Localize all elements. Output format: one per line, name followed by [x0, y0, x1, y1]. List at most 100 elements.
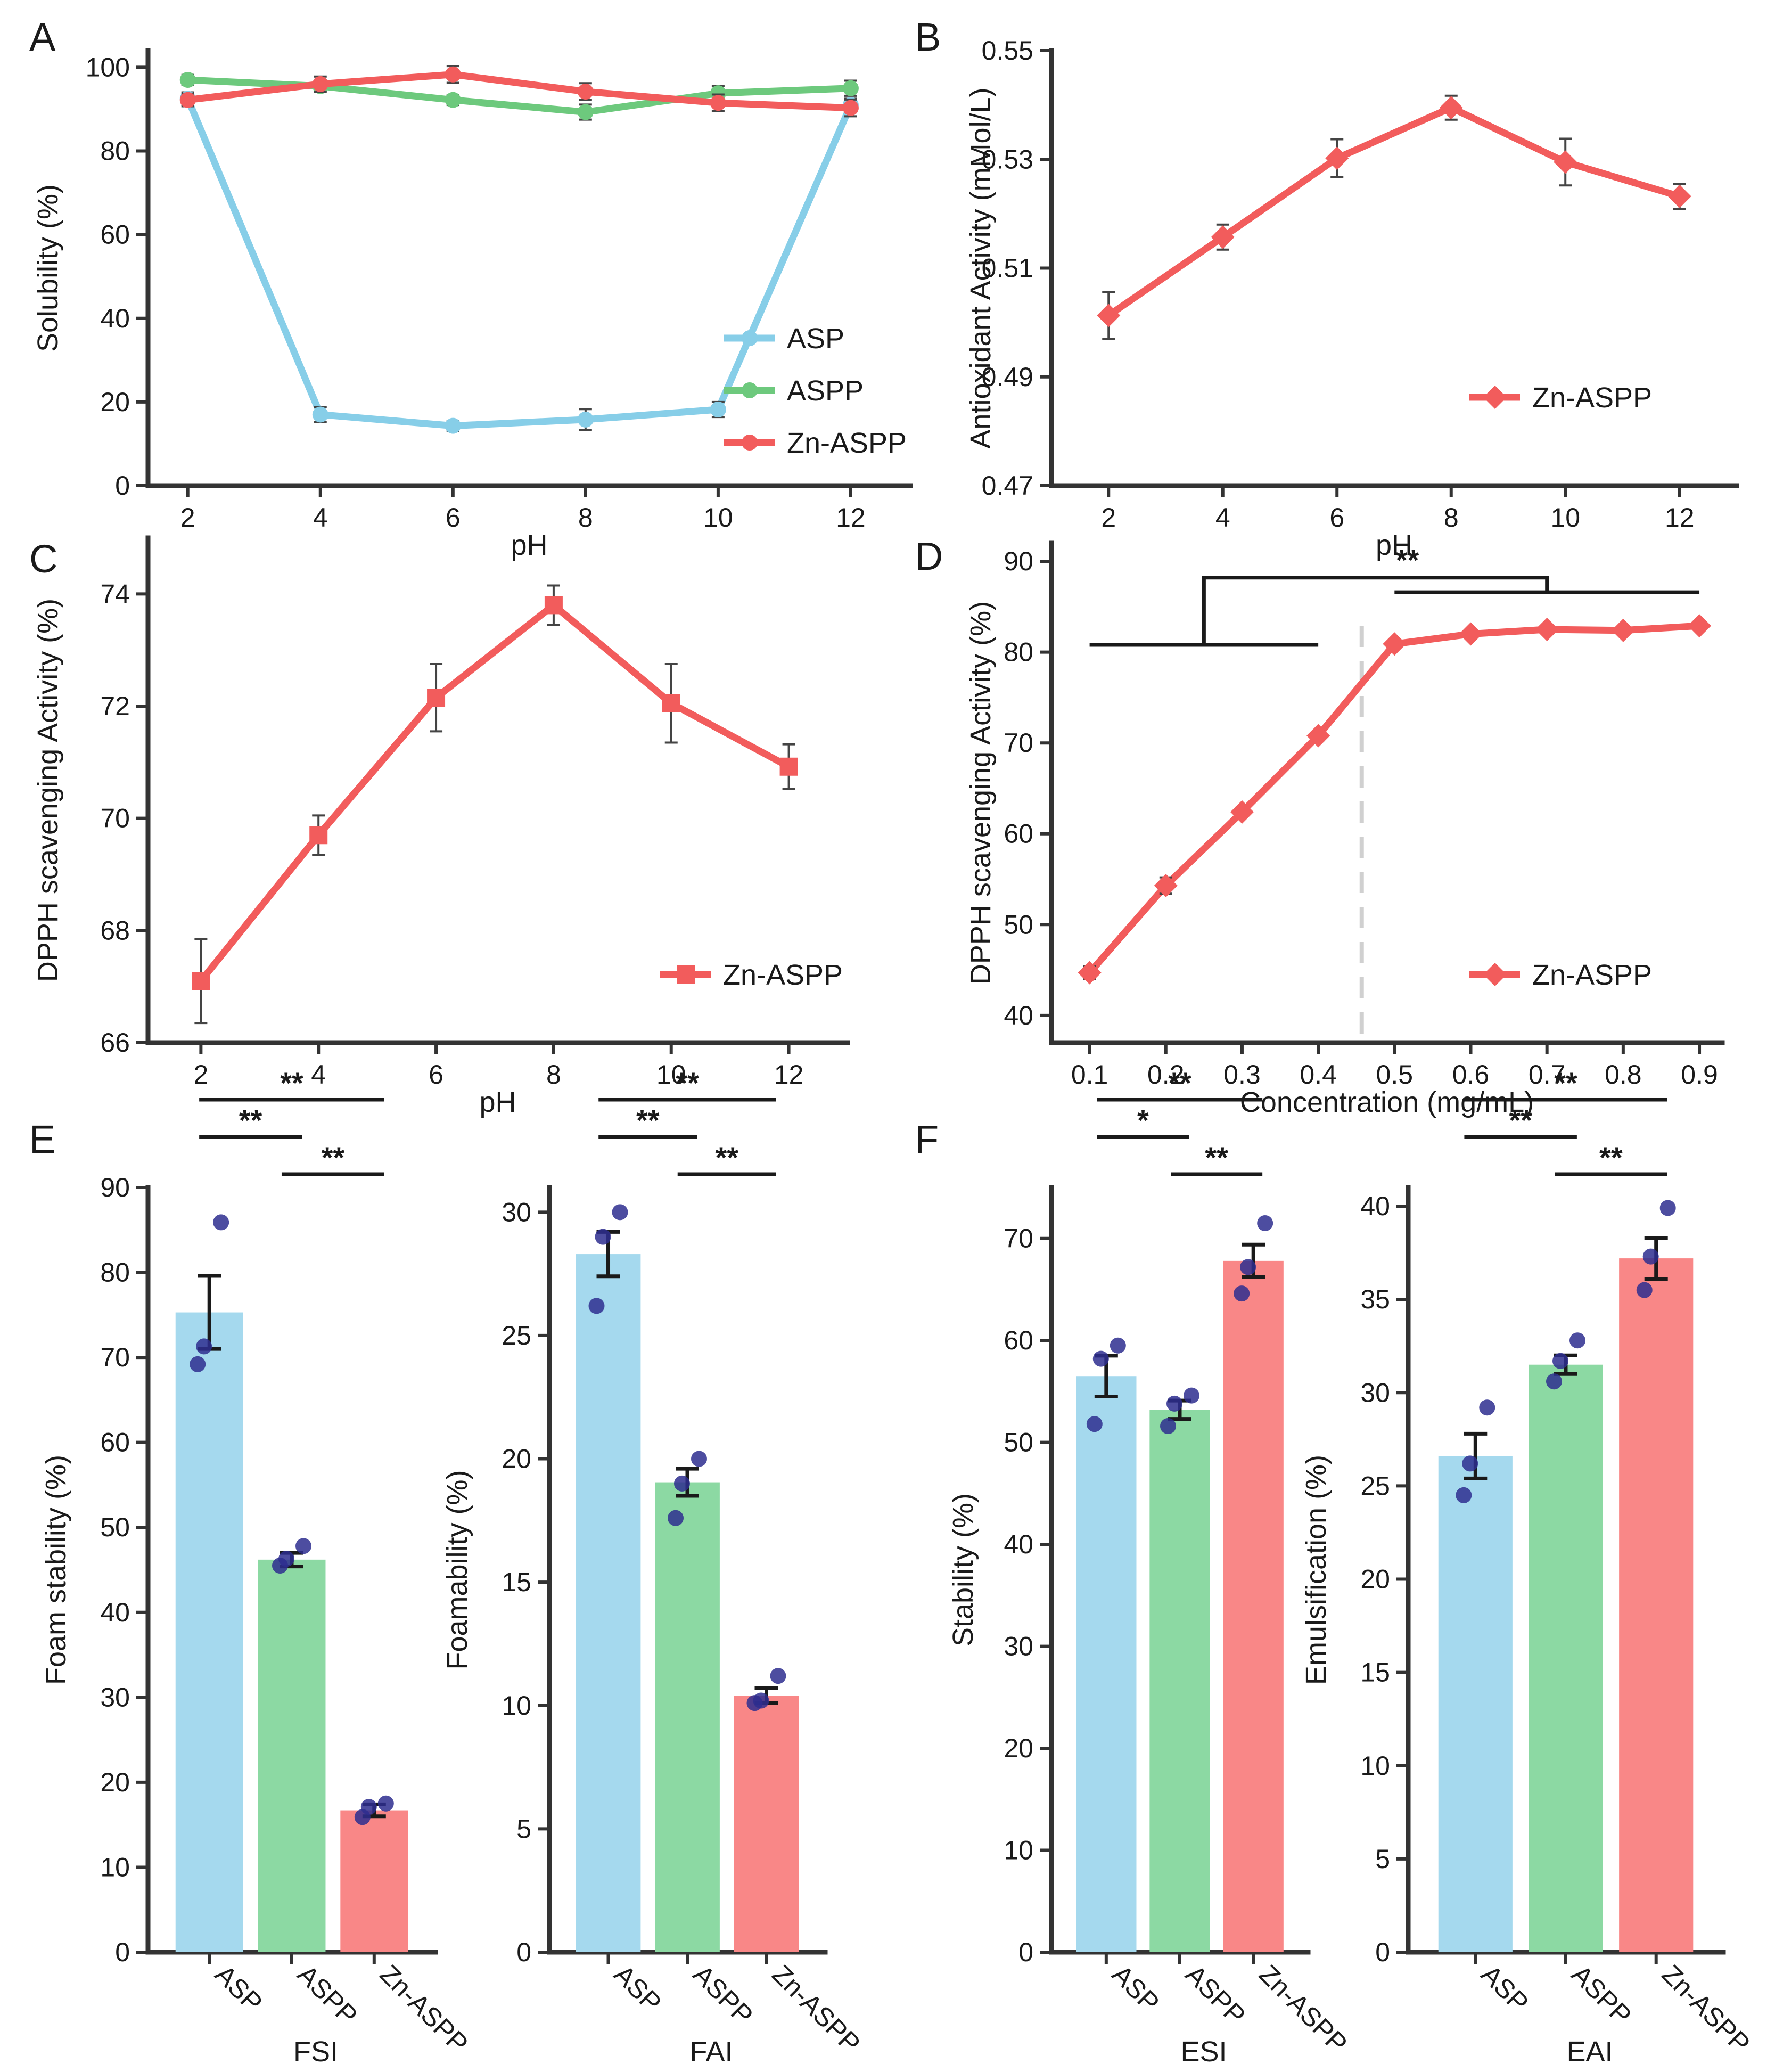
y-axis-label: Solubility (%): [32, 184, 64, 352]
legend-label: Zn-ASPP: [723, 959, 843, 991]
replicate-point: [1642, 1248, 1659, 1265]
panel-label: B: [915, 15, 941, 59]
data-point: [1535, 618, 1559, 642]
chart-D: D 40 50 60 70 80 90 0.1 0.2 0.3 0.4 0.5 0.6 0.7 0.8 0.9…: [915, 534, 1725, 1118]
data-point: [779, 757, 798, 776]
replicate-point: [674, 1475, 690, 1492]
bar: [1149, 1410, 1210, 1952]
bar-group-ASP: ASP: [175, 1214, 268, 2018]
y-axis-label: DPPH scavenging Activity (%): [965, 601, 997, 985]
data-point: [1611, 618, 1635, 642]
replicate-point: [1257, 1215, 1273, 1232]
y-tick-label: 0.49: [982, 362, 1033, 392]
y-tick-label: 0.47: [982, 471, 1033, 501]
replicate-point: [1092, 1350, 1109, 1367]
legend-item: Zn-ASPP: [660, 959, 843, 991]
significance-label: **: [636, 1103, 660, 1137]
x-tick-label: 4: [1215, 503, 1230, 533]
y-tick-label: 68: [100, 915, 130, 945]
data-point: [445, 66, 461, 83]
data-point: [1439, 96, 1463, 120]
panel-label: C: [29, 537, 57, 581]
y-tick-label: 50: [1004, 910, 1033, 939]
data-point: [710, 95, 726, 111]
data-point: [192, 972, 210, 990]
y-axis-label: Antioxidant Activity (mMol/L): [965, 87, 997, 448]
bar-group-ASPP: ASPP: [655, 1451, 759, 2030]
y-tick-label: 50: [100, 1512, 130, 1542]
y-tick-label: 20: [1360, 1565, 1390, 1594]
x-tick-label: 6: [429, 1060, 443, 1090]
replicate-point: [668, 1510, 684, 1526]
data-point: [445, 92, 461, 108]
x-axis-label: Concentration (mg/mL): [1240, 1086, 1534, 1118]
bar: [175, 1312, 243, 1952]
legend-marker: [677, 965, 695, 984]
y-tick-label: 30: [100, 1682, 130, 1712]
y-tick-label: 72: [100, 691, 130, 721]
replicate-point: [612, 1204, 628, 1221]
data-point: [710, 402, 726, 418]
data-point: [577, 83, 594, 100]
legend-item: ASPP: [724, 375, 864, 407]
y-tick-label: 90: [1004, 546, 1033, 576]
data-point: [842, 80, 859, 96]
data-point: [1306, 724, 1330, 748]
replicate-point: [196, 1338, 212, 1355]
legend-marker: [742, 330, 758, 346]
y-tick-label: 0: [115, 471, 130, 501]
y-tick-label: 35: [1360, 1284, 1390, 1314]
data-point: [1459, 622, 1483, 646]
replicate-point: [1636, 1282, 1653, 1298]
x-axis-label: pH: [1376, 529, 1412, 561]
x-tick-label: 2: [193, 1060, 208, 1090]
bar: [1223, 1260, 1284, 1952]
data-point: [179, 71, 196, 88]
y-tick-label: 0: [516, 1937, 531, 1967]
x-tick-label: 10: [656, 1060, 686, 1090]
x-tick-label: 4: [313, 503, 328, 533]
x-tick-label: 0.2: [1147, 1060, 1185, 1090]
significance-label: **: [676, 1066, 699, 1100]
y-tick-label: 60: [100, 220, 130, 250]
y-tick-label: 70: [1004, 728, 1033, 758]
chart-B: B 0.47 0.49 0.51 0.53 0.55 2 4 6 8 10 12 pH Antioxida…: [915, 15, 1739, 561]
y-tick-label: 70: [1004, 1224, 1033, 1254]
y-tick-label: 100: [86, 52, 130, 82]
bar: [1529, 1364, 1603, 1952]
y-tick-label: 66: [100, 1028, 130, 1058]
replicate-point: [746, 1695, 763, 1711]
x-tick-label: 0.4: [1300, 1060, 1337, 1090]
y-axis-label: Stability (%): [947, 1493, 979, 1647]
replicate-point: [1462, 1455, 1478, 1472]
data-point: [1325, 146, 1349, 170]
chart-A: A 0 20 40 60 80 100 2 4 6 8 10 12 pH Solubility (%) ASP…: [29, 15, 913, 561]
legend-marker: [742, 435, 758, 451]
significance-label: **: [322, 1141, 345, 1174]
y-tick-label: 80: [1004, 637, 1033, 667]
x-tick-label: 0.1: [1071, 1060, 1108, 1090]
series-line: [1106, 104, 1681, 318]
replicate-point: [1546, 1373, 1562, 1390]
data-point: [842, 100, 859, 116]
x-axis-label: pH: [511, 529, 547, 561]
y-tick-label: 0.55: [982, 36, 1033, 65]
significance-label: **: [239, 1103, 262, 1137]
x-tick-label: 8: [578, 503, 593, 533]
y-tick-label: 10: [502, 1691, 531, 1721]
x-tick-label: 10: [1550, 503, 1580, 533]
x-tick-label: 6: [446, 503, 461, 533]
y-tick-label: 10: [1004, 1836, 1033, 1865]
significance-bracket: **: [1089, 543, 1700, 647]
y-tick-label: 70: [100, 1342, 130, 1372]
y-tick-label: 15: [502, 1567, 531, 1597]
y-tick-label: 90: [100, 1173, 130, 1202]
data-point: [1154, 873, 1178, 897]
x-tick-label: 0.5: [1376, 1060, 1414, 1090]
y-tick-label: 80: [100, 1258, 130, 1288]
y-tick-label: 40: [1360, 1191, 1390, 1221]
replicate-point: [588, 1298, 605, 1314]
significance-bracket: **: [281, 1141, 384, 1176]
replicate-point: [295, 1538, 311, 1554]
